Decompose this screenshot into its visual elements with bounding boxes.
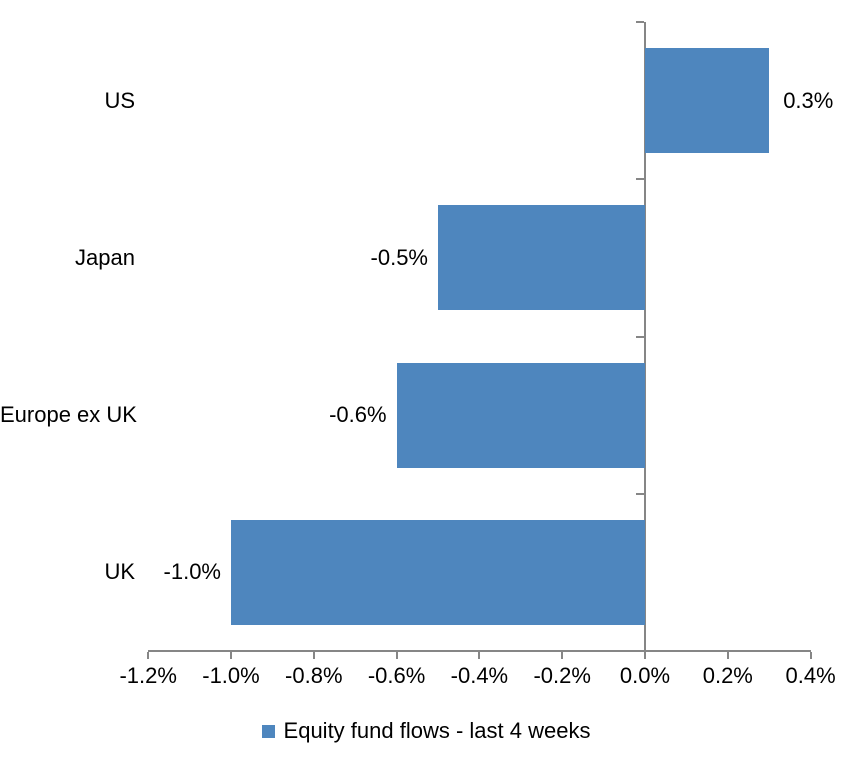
value-axis-tick	[644, 652, 646, 659]
category-axis-tick	[636, 21, 644, 23]
data-label-europe-ex-uk: -0.6%	[329, 402, 387, 428]
data-label-japan: -0.5%	[370, 244, 428, 270]
category-label-japan: Japan	[75, 244, 135, 270]
bar-us	[645, 48, 770, 154]
x-tick-label: -0.2%	[533, 663, 591, 688]
bar-europe-ex-uk	[396, 362, 645, 468]
x-tick-label: -0.6%	[367, 663, 426, 688]
x-tick-label: -0.8%	[285, 663, 343, 688]
x-tick-label: 0.2%	[702, 663, 753, 688]
x-tick-label: 0.0%	[619, 663, 671, 688]
legend: Equity fund flows - last 4 weeks	[0, 714, 852, 748]
value-axis-tick	[726, 652, 729, 659]
category-axis-tick	[636, 492, 644, 495]
value-axis-tick	[147, 652, 150, 659]
value-axis-tick	[809, 652, 812, 659]
category-axis-line	[644, 22, 646, 651]
category-axis-tick	[636, 335, 644, 338]
legend-label: Equity fund flows - last 4 weeks	[283, 718, 591, 743]
value-axis-tick	[561, 652, 564, 659]
category-label-uk: UK	[104, 559, 135, 585]
bar-uk	[231, 519, 645, 625]
data-label-uk: -1.0%	[163, 559, 221, 585]
value-axis-tick	[230, 652, 232, 659]
category-axis-tick	[636, 178, 644, 181]
bar-japan	[438, 205, 645, 311]
legend-square-icon	[261, 724, 275, 738]
value-axis-tick	[478, 652, 481, 659]
category-label-us: US	[104, 87, 135, 113]
value-axis-line	[148, 650, 811, 652]
x-tick-label: -1.2%	[119, 663, 177, 688]
data-label-us: 0.3%	[783, 87, 834, 113]
value-axis-tick	[312, 652, 315, 659]
value-axis-tick	[395, 652, 398, 659]
category-label-europe-ex-uk: Europe ex UK	[0, 402, 137, 428]
x-tick-label: -0.4%	[450, 663, 509, 688]
x-tick-label: 0.4%	[785, 663, 836, 688]
x-tick-label: -1.0%	[202, 663, 260, 688]
